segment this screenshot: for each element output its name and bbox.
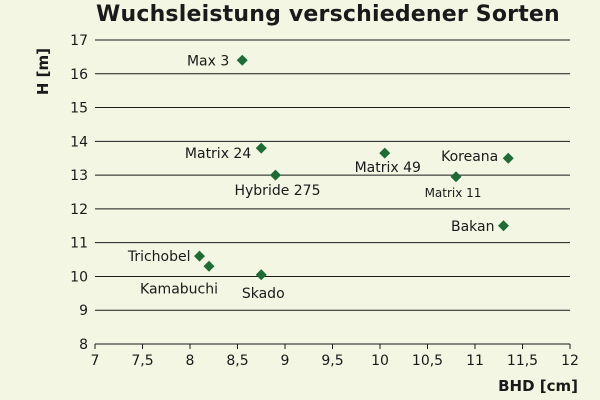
grid-lines [94,39,571,349]
x-tick-label: 8,5 [226,353,248,369]
data-point [236,54,248,66]
data-point [450,171,462,183]
data-point [498,220,509,232]
y-tick-label: 17 [70,33,88,49]
y-tick-labels: 8 9 10 11 12 13 14 15 16 17 [70,33,88,353]
x-tick-label: 10,5 [412,353,443,369]
data-point [270,169,281,181]
data-point [255,142,267,154]
point-label: Skado [242,286,285,302]
y-tick-label: 10 [70,269,88,285]
y-tick-label: 12 [70,202,88,218]
x-tick-label: 9 [281,353,290,369]
data-point [255,269,267,281]
point-label: Max 3 [187,53,229,69]
point-labels: Max 3 Matrix 24 Hybride 275 Matrix 49 Korean… [127,53,498,301]
y-tick-label: 15 [70,101,88,117]
x-tick-label: 9,5 [321,353,343,369]
point-label: Trichobel [127,249,191,265]
y-tick-label: 13 [70,168,88,184]
y-tick-label: 14 [70,134,88,150]
x-tick-label: 11,5 [507,353,538,369]
data-point [203,260,215,272]
point-label: Matrix 24 [185,146,251,162]
x-tick-labels: 7 7,5 8 8,5 9 9,5 10 10,5 11 11,5 12 [91,353,579,369]
x-tick-label: 7,5 [131,353,153,369]
point-label: Hybride 275 [234,183,320,199]
y-tick-label: 11 [70,236,88,252]
y-axis-label: H [m] [34,48,52,95]
point-label: Kamabuchi [140,281,218,297]
x-tick-label: 12 [561,353,579,369]
y-tick-label: 16 [70,67,88,83]
chart-title: Wuchsleistung verschiedener Sorten [96,2,560,27]
x-tick-label: 7 [91,353,100,369]
x-tick-label: 8 [186,353,195,369]
data-point [502,152,514,164]
point-label: Matrix 11 [425,186,482,200]
point-label: Koreana [441,149,498,165]
point-label: Matrix 49 [355,160,421,176]
x-tick-label: 10 [371,353,389,369]
y-tick-label: 8 [79,337,88,353]
x-axis-label: BHD [cm] [498,377,578,395]
data-points [194,54,514,281]
data-point [194,250,205,262]
x-tick-label: 11 [466,353,484,369]
y-tick-label: 9 [79,303,88,319]
point-label: Bakan [451,219,495,235]
data-point [379,147,391,159]
